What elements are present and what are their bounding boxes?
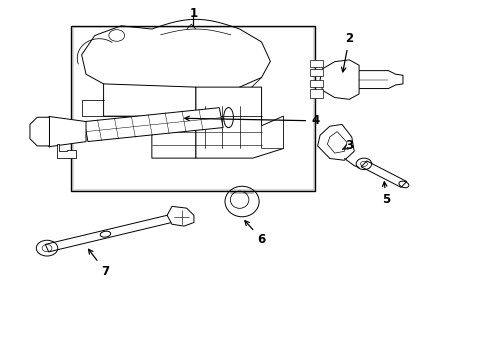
Text: 7: 7 — [88, 249, 109, 278]
Polygon shape — [320, 60, 358, 99]
Polygon shape — [327, 132, 346, 153]
Bar — [74, 28, 312, 189]
Text: 2: 2 — [341, 32, 353, 72]
Bar — [71, 26, 315, 191]
Text: 3: 3 — [342, 139, 353, 152]
Polygon shape — [103, 84, 195, 158]
Polygon shape — [84, 108, 223, 141]
Polygon shape — [42, 117, 86, 147]
Polygon shape — [45, 213, 178, 252]
Text: 6: 6 — [244, 221, 265, 246]
Polygon shape — [317, 125, 353, 160]
Bar — [310, 69, 322, 76]
Bar — [310, 60, 322, 67]
Polygon shape — [57, 144, 76, 158]
Bar — [310, 89, 322, 98]
Polygon shape — [195, 87, 283, 158]
Polygon shape — [30, 117, 49, 146]
Bar — [310, 80, 322, 87]
Text: 1: 1 — [189, 7, 197, 20]
Text: 5: 5 — [381, 182, 389, 206]
Polygon shape — [361, 161, 406, 187]
Polygon shape — [167, 206, 194, 226]
Text: 4: 4 — [184, 114, 319, 127]
Polygon shape — [348, 71, 402, 89]
Polygon shape — [261, 116, 283, 148]
